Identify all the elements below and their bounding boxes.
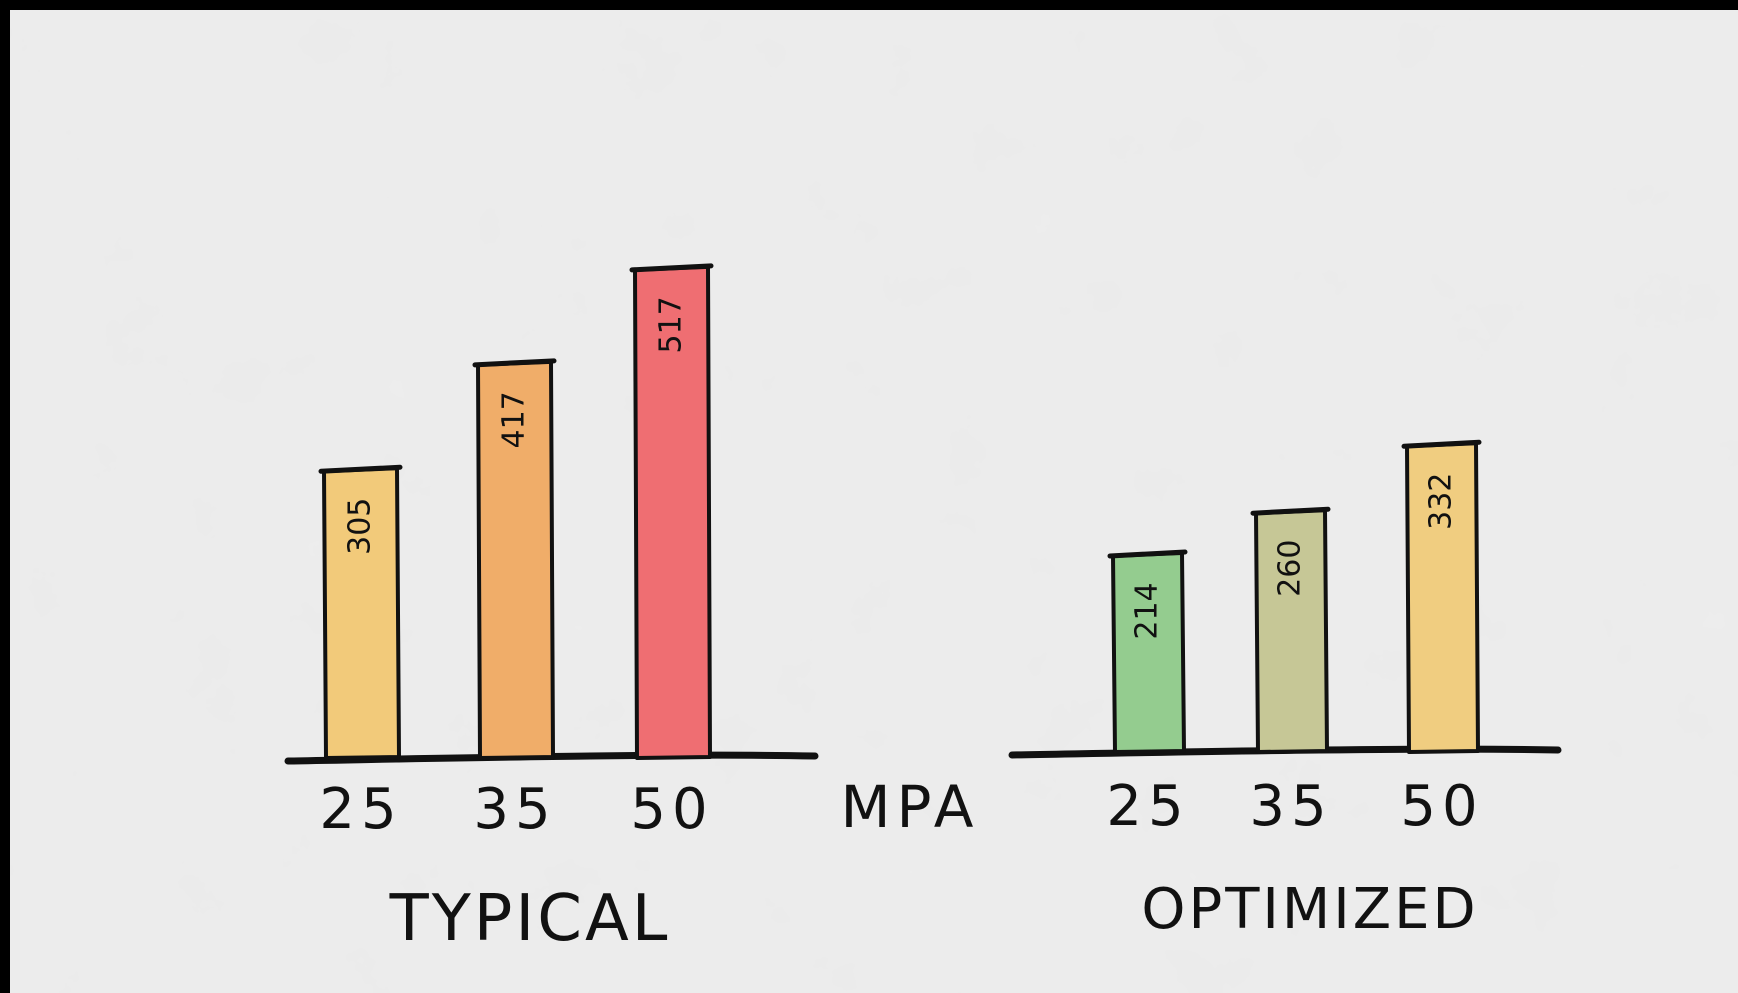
bar-top-line-35 (472, 358, 557, 368)
paper-background: 305 25 417 35 517 50 TYPICAL 214 25 260 35 332 50 OP… (10, 10, 1738, 993)
paper-texture-noise (10, 10, 1738, 993)
category-label-50: 50 (630, 777, 713, 842)
bar-top-line-50 (629, 263, 714, 273)
category-label-35: 35 (1249, 774, 1332, 839)
category-label-35: 35 (473, 777, 556, 842)
bar-value-label-35: 260 (1273, 540, 1308, 597)
category-label-25: 25 (319, 777, 402, 842)
category-label-25: 25 (1106, 774, 1189, 839)
bar-top-line-25 (318, 464, 403, 474)
hand-drawn-bar-chart: 305 25 417 35 517 50 TYPICAL 214 25 260 35 332 50 OP… (10, 10, 1738, 993)
bar-value-label-50: 332 (1424, 473, 1459, 530)
bar-value-label-50: 517 (654, 296, 689, 353)
bar-top-line-25 (1107, 549, 1188, 559)
bar-value-label-35: 417 (497, 391, 532, 448)
category-label-50: 50 (1400, 774, 1483, 839)
shared-axis-label: MPA (841, 773, 980, 841)
chart-title-typical: TYPICAL (389, 882, 671, 956)
chart-title-optimized: OPTIMIZED (1141, 877, 1478, 942)
bar-top-line-35 (1250, 506, 1331, 516)
bar-top-line-50 (1401, 439, 1482, 449)
typical-chart: 305 25 417 35 517 50 TYPICAL (284, 263, 819, 956)
bar-value-label-25: 305 (343, 498, 378, 555)
bar-value-label-25: 214 (1130, 582, 1165, 639)
optimized-chart: 214 25 260 35 332 50 OPTIMIZED (1008, 439, 1562, 942)
